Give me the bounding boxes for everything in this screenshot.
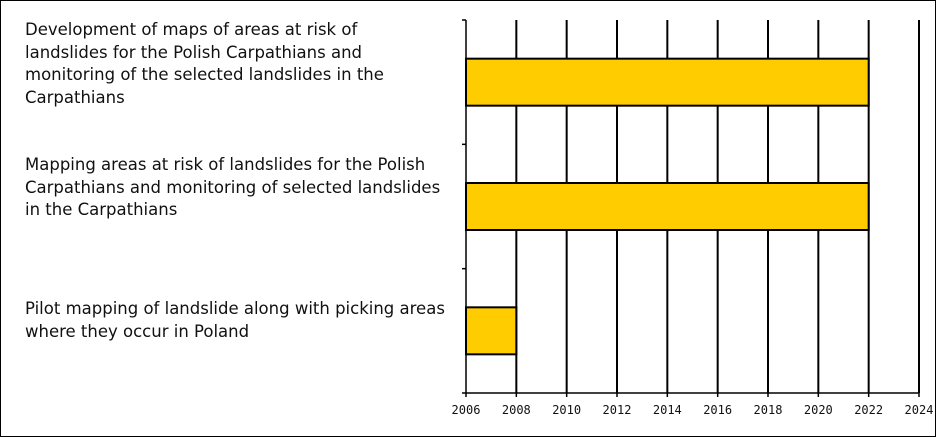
x-tick-label-2014: 2014 [653,403,682,417]
x-tick-label-2020: 2020 [804,403,833,417]
bars [465,57,870,356]
category-label-3: Pilot mapping of landslide along with pi… [25,299,445,341]
category-label-2: Mapping areas at risk of landslides for … [25,155,441,219]
x-tick-label-2010: 2010 [552,403,581,417]
bar-1 [465,57,870,107]
x-tick-label-2024: 2024 [905,403,934,417]
x-tick-label-2016: 2016 [703,403,732,417]
category-label-1: Development of maps of areas at risk of … [25,20,384,107]
x-tick-label-2018: 2018 [754,403,783,417]
bar-2 [465,182,870,231]
bar-3 [465,306,518,356]
tick-labels: 2006 2008 2010 2012 2014 2016 2018 2020 2022 2024 [452,403,934,417]
x-tick-label-2012: 2012 [603,403,632,417]
x-tick-label-2008: 2008 [502,403,531,417]
x-tick-label-2022: 2022 [854,403,883,417]
axes [462,19,920,397]
x-tick-label-2006: 2006 [452,403,481,417]
